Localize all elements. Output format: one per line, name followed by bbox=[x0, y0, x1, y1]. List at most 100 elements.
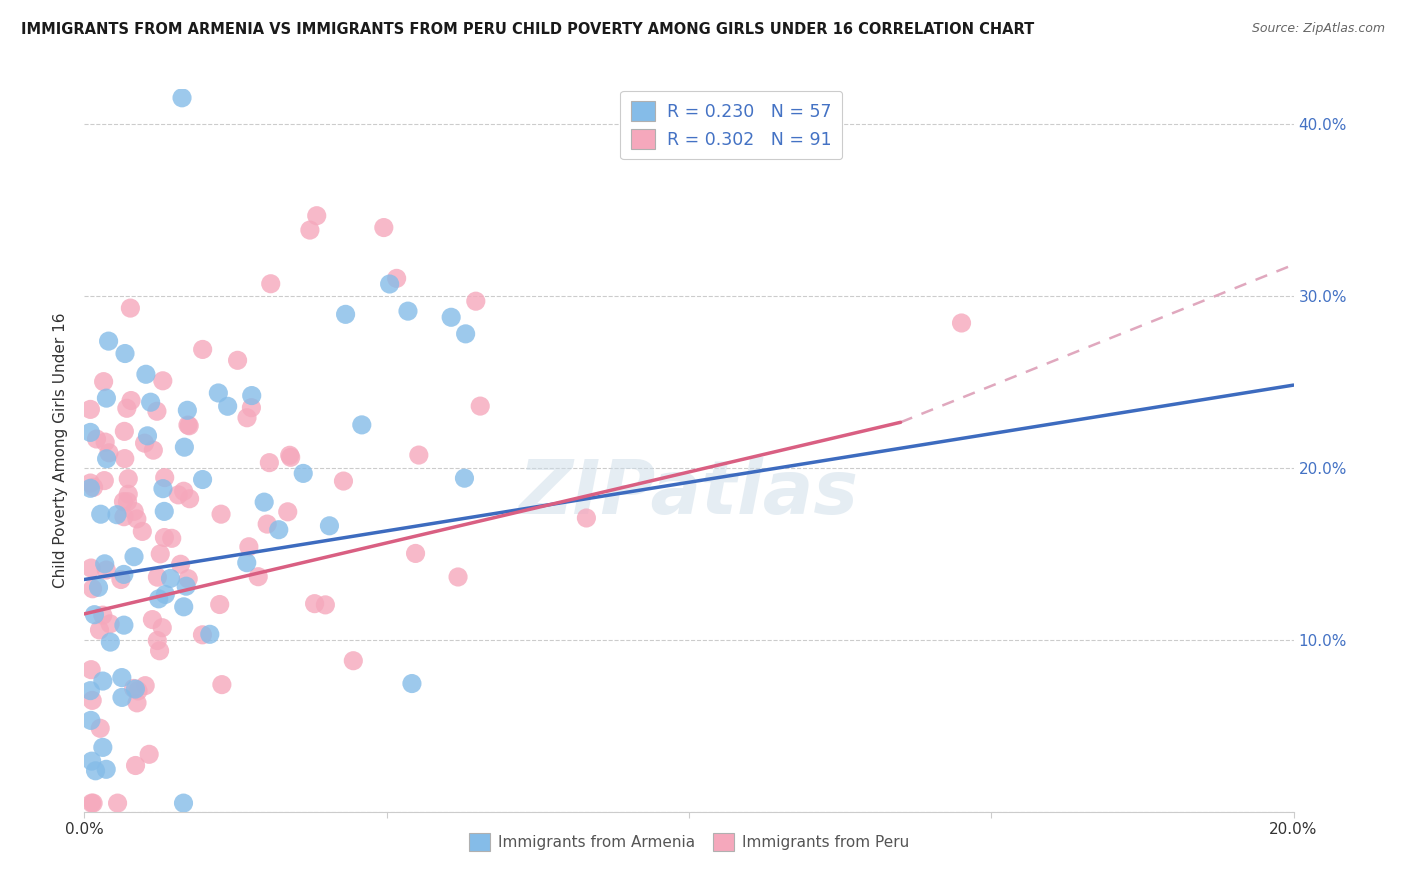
Point bbox=[148, 591, 170, 606]
Point bbox=[80, 663, 103, 677]
Point bbox=[342, 654, 364, 668]
Point bbox=[110, 573, 132, 587]
Point bbox=[169, 558, 191, 572]
Point bbox=[173, 484, 195, 499]
Point bbox=[238, 540, 260, 554]
Point bbox=[112, 618, 135, 632]
Point bbox=[94, 435, 117, 450]
Point bbox=[209, 507, 232, 521]
Point bbox=[332, 474, 354, 488]
Point bbox=[146, 570, 169, 584]
Point bbox=[256, 517, 278, 532]
Point bbox=[240, 388, 263, 402]
Point bbox=[135, 368, 157, 382]
Point bbox=[91, 740, 114, 755]
Point bbox=[89, 721, 111, 735]
Point bbox=[105, 508, 128, 522]
Point bbox=[153, 470, 176, 484]
Point bbox=[97, 334, 120, 348]
Point bbox=[235, 556, 257, 570]
Point bbox=[470, 399, 492, 413]
Point bbox=[136, 429, 159, 443]
Point bbox=[176, 403, 198, 417]
Point bbox=[152, 482, 174, 496]
Point bbox=[260, 277, 283, 291]
Point bbox=[80, 754, 103, 768]
Y-axis label: Child Poverty Among Girls Under 16: Child Poverty Among Girls Under 16 bbox=[53, 313, 69, 588]
Point bbox=[98, 446, 121, 460]
Point bbox=[93, 557, 115, 571]
Point bbox=[247, 570, 270, 584]
Point bbox=[236, 410, 259, 425]
Point bbox=[93, 375, 115, 389]
Point bbox=[259, 456, 281, 470]
Point bbox=[173, 796, 195, 810]
Point bbox=[82, 693, 104, 707]
Point bbox=[79, 683, 101, 698]
Point bbox=[120, 301, 142, 315]
Point bbox=[378, 277, 401, 291]
Point bbox=[115, 401, 138, 416]
Point bbox=[96, 391, 118, 405]
Point bbox=[122, 681, 145, 696]
Point bbox=[83, 607, 105, 622]
Point bbox=[440, 310, 463, 325]
Point bbox=[405, 546, 427, 560]
Point bbox=[111, 671, 134, 685]
Point bbox=[141, 613, 163, 627]
Point bbox=[208, 598, 231, 612]
Point bbox=[111, 690, 134, 705]
Point bbox=[83, 480, 105, 494]
Point bbox=[117, 487, 139, 501]
Point bbox=[93, 474, 115, 488]
Text: ZIPatlas: ZIPatlas bbox=[519, 458, 859, 531]
Point bbox=[127, 684, 149, 698]
Point bbox=[79, 425, 101, 440]
Point bbox=[134, 679, 156, 693]
Point bbox=[174, 579, 197, 593]
Point bbox=[385, 271, 408, 285]
Point bbox=[304, 597, 326, 611]
Point bbox=[240, 401, 263, 415]
Point bbox=[112, 567, 135, 582]
Point bbox=[96, 563, 118, 577]
Point bbox=[124, 758, 146, 772]
Point bbox=[177, 418, 200, 433]
Point bbox=[87, 580, 110, 594]
Point bbox=[89, 623, 111, 637]
Point bbox=[159, 571, 181, 585]
Point bbox=[112, 494, 135, 508]
Point bbox=[98, 635, 121, 649]
Point bbox=[396, 304, 419, 318]
Point bbox=[152, 374, 174, 388]
Point bbox=[191, 343, 214, 357]
Point bbox=[160, 531, 183, 545]
Legend: Immigrants from Armenia, Immigrants from Peru: Immigrants from Armenia, Immigrants from… bbox=[461, 825, 917, 858]
Point bbox=[98, 616, 121, 631]
Point bbox=[114, 346, 136, 360]
Point bbox=[318, 518, 340, 533]
Point bbox=[280, 450, 302, 465]
Point bbox=[179, 491, 201, 506]
Point bbox=[453, 471, 475, 485]
Point bbox=[226, 353, 249, 368]
Point bbox=[950, 316, 973, 330]
Point bbox=[80, 561, 103, 575]
Point bbox=[277, 505, 299, 519]
Point bbox=[278, 448, 301, 462]
Point bbox=[112, 509, 135, 524]
Point bbox=[117, 494, 139, 508]
Text: IMMIGRANTS FROM ARMENIA VS IMMIGRANTS FROM PERU CHILD POVERTY AMONG GIRLS UNDER : IMMIGRANTS FROM ARMENIA VS IMMIGRANTS FR… bbox=[21, 22, 1035, 37]
Point bbox=[112, 425, 135, 439]
Point bbox=[79, 481, 101, 495]
Point bbox=[373, 220, 395, 235]
Point bbox=[305, 209, 328, 223]
Point bbox=[90, 507, 112, 521]
Point bbox=[82, 796, 104, 810]
Point bbox=[170, 91, 193, 105]
Point bbox=[173, 440, 195, 454]
Point bbox=[84, 764, 107, 778]
Point bbox=[114, 451, 136, 466]
Point bbox=[149, 547, 172, 561]
Point bbox=[173, 599, 195, 614]
